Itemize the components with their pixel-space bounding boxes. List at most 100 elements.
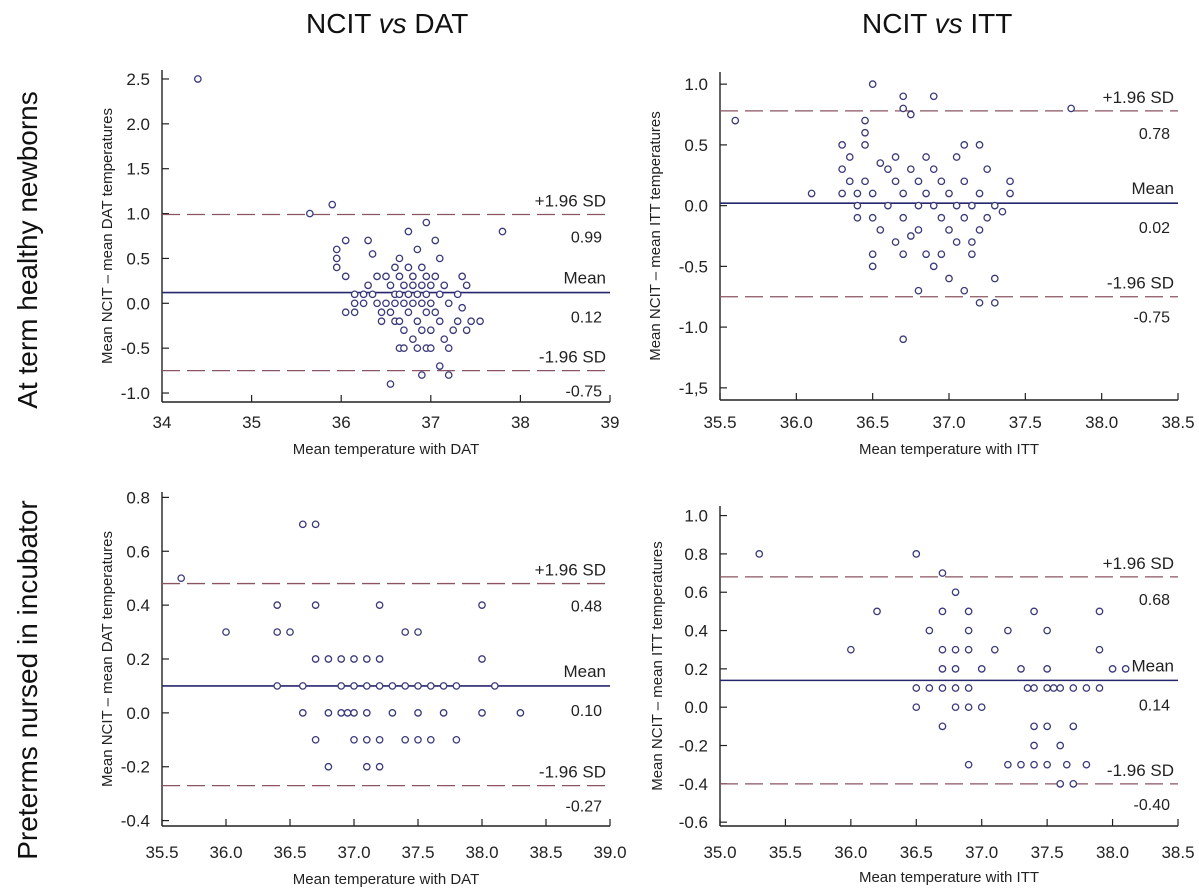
preterm-itt-data-point xyxy=(847,645,855,654)
preterm-dat-upper-limit-value: 0.48 xyxy=(571,599,602,616)
term-dat-y-tick-label: 0.5 xyxy=(126,249,150,268)
preterm-dat-y-tick-label: 0.6 xyxy=(126,542,150,561)
preterm-dat-data-point xyxy=(273,601,282,609)
term-itt-data-point xyxy=(960,286,969,295)
term-itt-data-point xyxy=(952,153,961,161)
term-dat-x-tick-label: 34 xyxy=(153,413,172,432)
term-itt-data-point xyxy=(868,262,877,271)
preterm-dat-data-point xyxy=(337,709,346,717)
term-itt-data-point xyxy=(899,213,908,222)
preterm-dat-data-point xyxy=(401,735,410,744)
preterm-dat-data-point xyxy=(452,735,461,744)
term-dat-lower-limit-label: -1.96 SD xyxy=(539,348,606,367)
preterm-dat-data-point xyxy=(337,682,346,690)
term-itt-data-point xyxy=(868,213,877,222)
term-dat-data-point xyxy=(328,200,337,209)
term-dat-data-point xyxy=(417,281,426,290)
term-dat-y-tick-label: -1.0 xyxy=(121,384,150,403)
term-dat-data-point xyxy=(404,308,413,317)
preterm-itt-data-point xyxy=(1043,760,1051,769)
term-itt-data-point xyxy=(1006,177,1014,186)
term-itt-data-point xyxy=(861,141,869,149)
term-dat-data-point xyxy=(435,317,444,326)
preterm-itt-data-point xyxy=(951,588,960,597)
term-dat-data-point xyxy=(440,335,449,344)
preterm-itt-data-point xyxy=(977,703,986,712)
preterm-itt-x-tick-label: 35.5 xyxy=(769,843,802,862)
term-dat-data-point xyxy=(391,263,399,272)
term-itt-data-point xyxy=(884,165,892,174)
preterm-dat-x-axis-label: Mean temperature with DAT xyxy=(293,871,479,888)
term-itt-y-tick-label: 0.0 xyxy=(684,197,708,216)
term-itt-data-point xyxy=(868,189,877,198)
preterm-itt-data-point xyxy=(912,550,921,558)
term-dat-x-tick-label: 39 xyxy=(601,413,620,432)
term-itt-upper-limit-label: +1.96 SD xyxy=(1103,88,1174,107)
preterm-dat-x-tick-label: 36.0 xyxy=(209,843,242,862)
preterm-itt-data-point xyxy=(1056,741,1065,750)
preterm-itt-data-point xyxy=(1095,645,1104,654)
term-itt-data-point xyxy=(876,226,885,234)
preterm-dat-data-point xyxy=(311,655,320,663)
term-itt-data-point xyxy=(968,238,976,246)
term-dat-data-point xyxy=(382,272,390,281)
term-itt-data-point xyxy=(922,153,930,161)
preterm-dat-data-point xyxy=(273,628,282,636)
preterm-itt-y-tick-label: 1.0 xyxy=(684,507,708,526)
term-dat-x-tick-label: 38 xyxy=(511,413,530,432)
preterm-dat-x-tick-label: 38.5 xyxy=(529,843,562,862)
term-dat-data-point xyxy=(467,317,475,326)
preterm-dat-data-point xyxy=(414,628,422,636)
preterm-dat-data-point xyxy=(414,735,422,744)
term-itt-x-tick-label: 37.5 xyxy=(1009,413,1042,432)
preterm-itt-data-point xyxy=(1062,760,1071,769)
term-dat-data-point xyxy=(413,317,422,326)
term-itt-data-point xyxy=(861,177,869,186)
term-dat-data-point xyxy=(332,254,341,263)
term-itt-data-point xyxy=(960,177,969,186)
preterm-dat-y-tick-label: 0.0 xyxy=(126,704,150,723)
preterm-itt-data-point xyxy=(951,645,960,654)
term-itt-data-point xyxy=(937,177,946,186)
term-dat-data-point xyxy=(422,290,431,299)
preterm-itt-lower-limit-label: -1.96 SD xyxy=(1107,761,1174,780)
term-dat-lower-limit-value: -0.75 xyxy=(566,384,603,401)
preterm-itt-data-point xyxy=(1082,760,1091,769)
term-itt-y-axis-label: Mean NCIT – mean ITT temperatures xyxy=(647,111,664,361)
term-dat-data-point xyxy=(341,308,350,317)
preterm-itt-data-point xyxy=(1121,665,1130,673)
term-dat-data-point xyxy=(368,290,377,299)
preterm-dat-data-point xyxy=(177,574,186,583)
term-itt-data-point xyxy=(807,189,816,198)
term-dat-data-point xyxy=(391,299,399,308)
term-itt-data-point xyxy=(975,226,984,234)
term-itt-data-point xyxy=(937,213,946,222)
term-dat-data-point xyxy=(386,380,395,388)
preterm-itt-data-point xyxy=(990,645,999,654)
preterm-itt-y-tick-label: 0.4 xyxy=(684,622,708,641)
term-itt-data-point xyxy=(960,141,969,149)
term-dat-data-point xyxy=(444,371,453,379)
term-dat-data-point xyxy=(332,245,341,254)
preterm-dat-data-point xyxy=(311,520,320,529)
preterm-dat-data-point xyxy=(375,601,384,609)
term-itt-data-point xyxy=(891,177,900,186)
term-dat-y-tick-label: 1.5 xyxy=(126,160,150,179)
term-dat-data-point xyxy=(435,290,444,299)
preterm-itt-data-point xyxy=(1082,684,1091,692)
preterm-dat-data-point xyxy=(414,682,422,690)
preterm-itt-data-point xyxy=(964,760,973,769)
term-itt-data-point xyxy=(1067,104,1075,113)
preterm-dat-data-point xyxy=(324,762,333,771)
preterm-itt-y-tick-label: -0.2 xyxy=(679,737,708,756)
term-itt-data-point xyxy=(731,116,740,125)
term-itt-data-point xyxy=(899,104,908,113)
term-dat-data-point xyxy=(305,209,314,218)
term-dat-data-point xyxy=(382,299,390,308)
preterm-dat-data-point xyxy=(478,655,486,663)
preterm-itt-data-point xyxy=(1030,607,1038,616)
preterm-itt-data-point xyxy=(938,684,947,692)
term-dat-data-point xyxy=(409,335,417,344)
